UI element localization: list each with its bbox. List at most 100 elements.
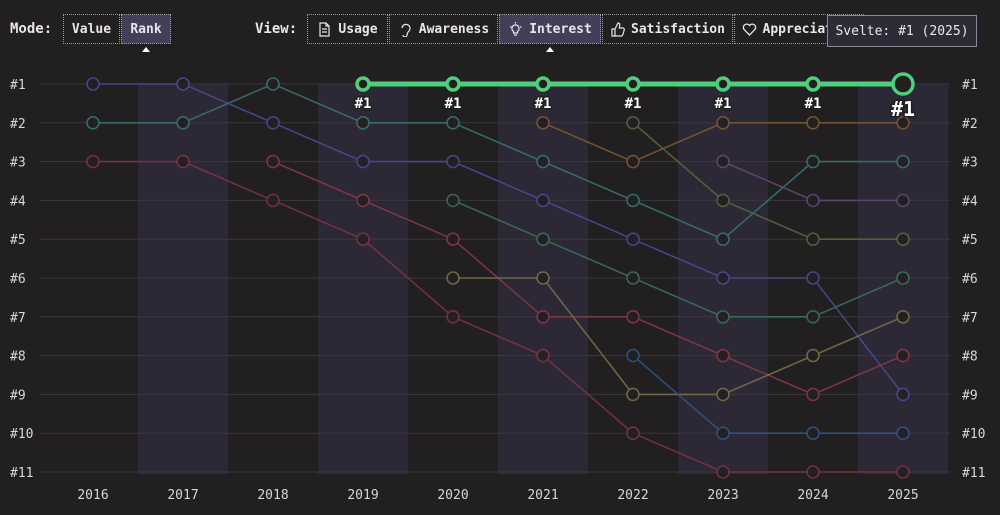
point (896, 271, 910, 285)
point (356, 193, 370, 208)
point (891, 72, 915, 96)
point (266, 193, 280, 208)
point (896, 426, 910, 441)
point (266, 116, 280, 130)
data-label: #1 (355, 96, 372, 112)
point (626, 271, 640, 285)
y-tick-label: #4 (10, 194, 26, 209)
point (446, 154, 460, 169)
icon (401, 23, 411, 37)
point (536, 309, 550, 324)
y-tick-label: #9 (10, 388, 26, 403)
series-line (632, 354, 903, 434)
series (86, 154, 910, 479)
data-label: #1 (535, 96, 552, 112)
view-button[interactable]: Usage (307, 14, 388, 44)
point (806, 232, 820, 246)
point (896, 309, 910, 324)
y-tick-label: #1 (962, 78, 978, 93)
point (266, 77, 280, 91)
point (86, 154, 100, 169)
point (896, 465, 910, 479)
view-button[interactable]: Satisfaction (602, 14, 733, 44)
y-tick-label: #6 (962, 272, 978, 287)
y-tick-label: #3 (10, 156, 26, 171)
y-tick-label: #10 (962, 427, 985, 442)
series (626, 348, 910, 441)
point (446, 309, 460, 324)
point (896, 193, 910, 208)
series-line (452, 199, 904, 318)
icon (611, 21, 625, 37)
point (896, 154, 910, 169)
mode-button[interactable]: Rank (121, 14, 171, 44)
y-tick-label: #7 (962, 311, 978, 326)
point (535, 76, 551, 92)
point (266, 154, 280, 169)
point (716, 193, 730, 208)
point (806, 271, 820, 285)
point (626, 426, 640, 441)
y-tick-label: #10 (10, 427, 33, 442)
mode-label: Mode: (10, 21, 52, 37)
point (716, 154, 730, 169)
x-tick-label: 2022 (617, 488, 648, 503)
y-tick-label: #7 (10, 311, 26, 326)
mode-button[interactable]: Value (63, 14, 120, 44)
point (445, 76, 461, 92)
icon (742, 22, 756, 36)
y-tick-label: #11 (10, 466, 33, 481)
point (806, 426, 820, 441)
point (626, 154, 640, 169)
button-label: View: (255, 21, 298, 37)
point (896, 116, 910, 130)
series-line (272, 160, 904, 396)
selected-caret (142, 47, 150, 52)
point (716, 348, 730, 363)
point (356, 154, 370, 169)
x-tick-label: 2020 (437, 488, 468, 503)
icon (510, 21, 522, 36)
point (626, 232, 640, 246)
point (626, 309, 640, 324)
point (446, 271, 460, 285)
y-tick-label: #4 (962, 194, 978, 209)
selected-caret (546, 47, 554, 52)
view-button[interactable]: Awareness (389, 14, 498, 44)
point (716, 426, 730, 441)
series (86, 77, 910, 246)
x-tick-label: 2021 (527, 488, 558, 503)
point (716, 465, 730, 479)
point (536, 116, 550, 130)
data-label: #1 (805, 96, 822, 112)
point (86, 116, 100, 130)
point (716, 116, 730, 130)
icon (319, 21, 331, 37)
tooltip: Svelte: #1 (2025) (827, 15, 977, 47)
y-tick-label: #2 (10, 117, 26, 132)
column-band (138, 84, 228, 474)
point (536, 271, 550, 285)
series (266, 154, 910, 402)
point (806, 193, 820, 208)
point (805, 76, 821, 92)
data-label: #1 (715, 96, 732, 112)
point (626, 387, 640, 402)
highlight-series: #1 #1 #1 #1 #1 #1 #1 (353, 72, 917, 123)
y-tick-label: #2 (962, 117, 978, 132)
series (716, 154, 910, 208)
point (446, 232, 460, 246)
point (176, 77, 190, 91)
point (806, 154, 820, 169)
series-line (632, 122, 903, 240)
button-label: Satisfaction (631, 21, 725, 37)
x-tick-label: 2019 (347, 488, 378, 503)
view-button[interactable]: Interest (499, 14, 601, 44)
point (806, 116, 820, 130)
y-tick-label: #6 (10, 272, 26, 287)
point (806, 348, 820, 363)
series-line (93, 83, 903, 241)
y-tick-label: #1 (10, 78, 26, 93)
